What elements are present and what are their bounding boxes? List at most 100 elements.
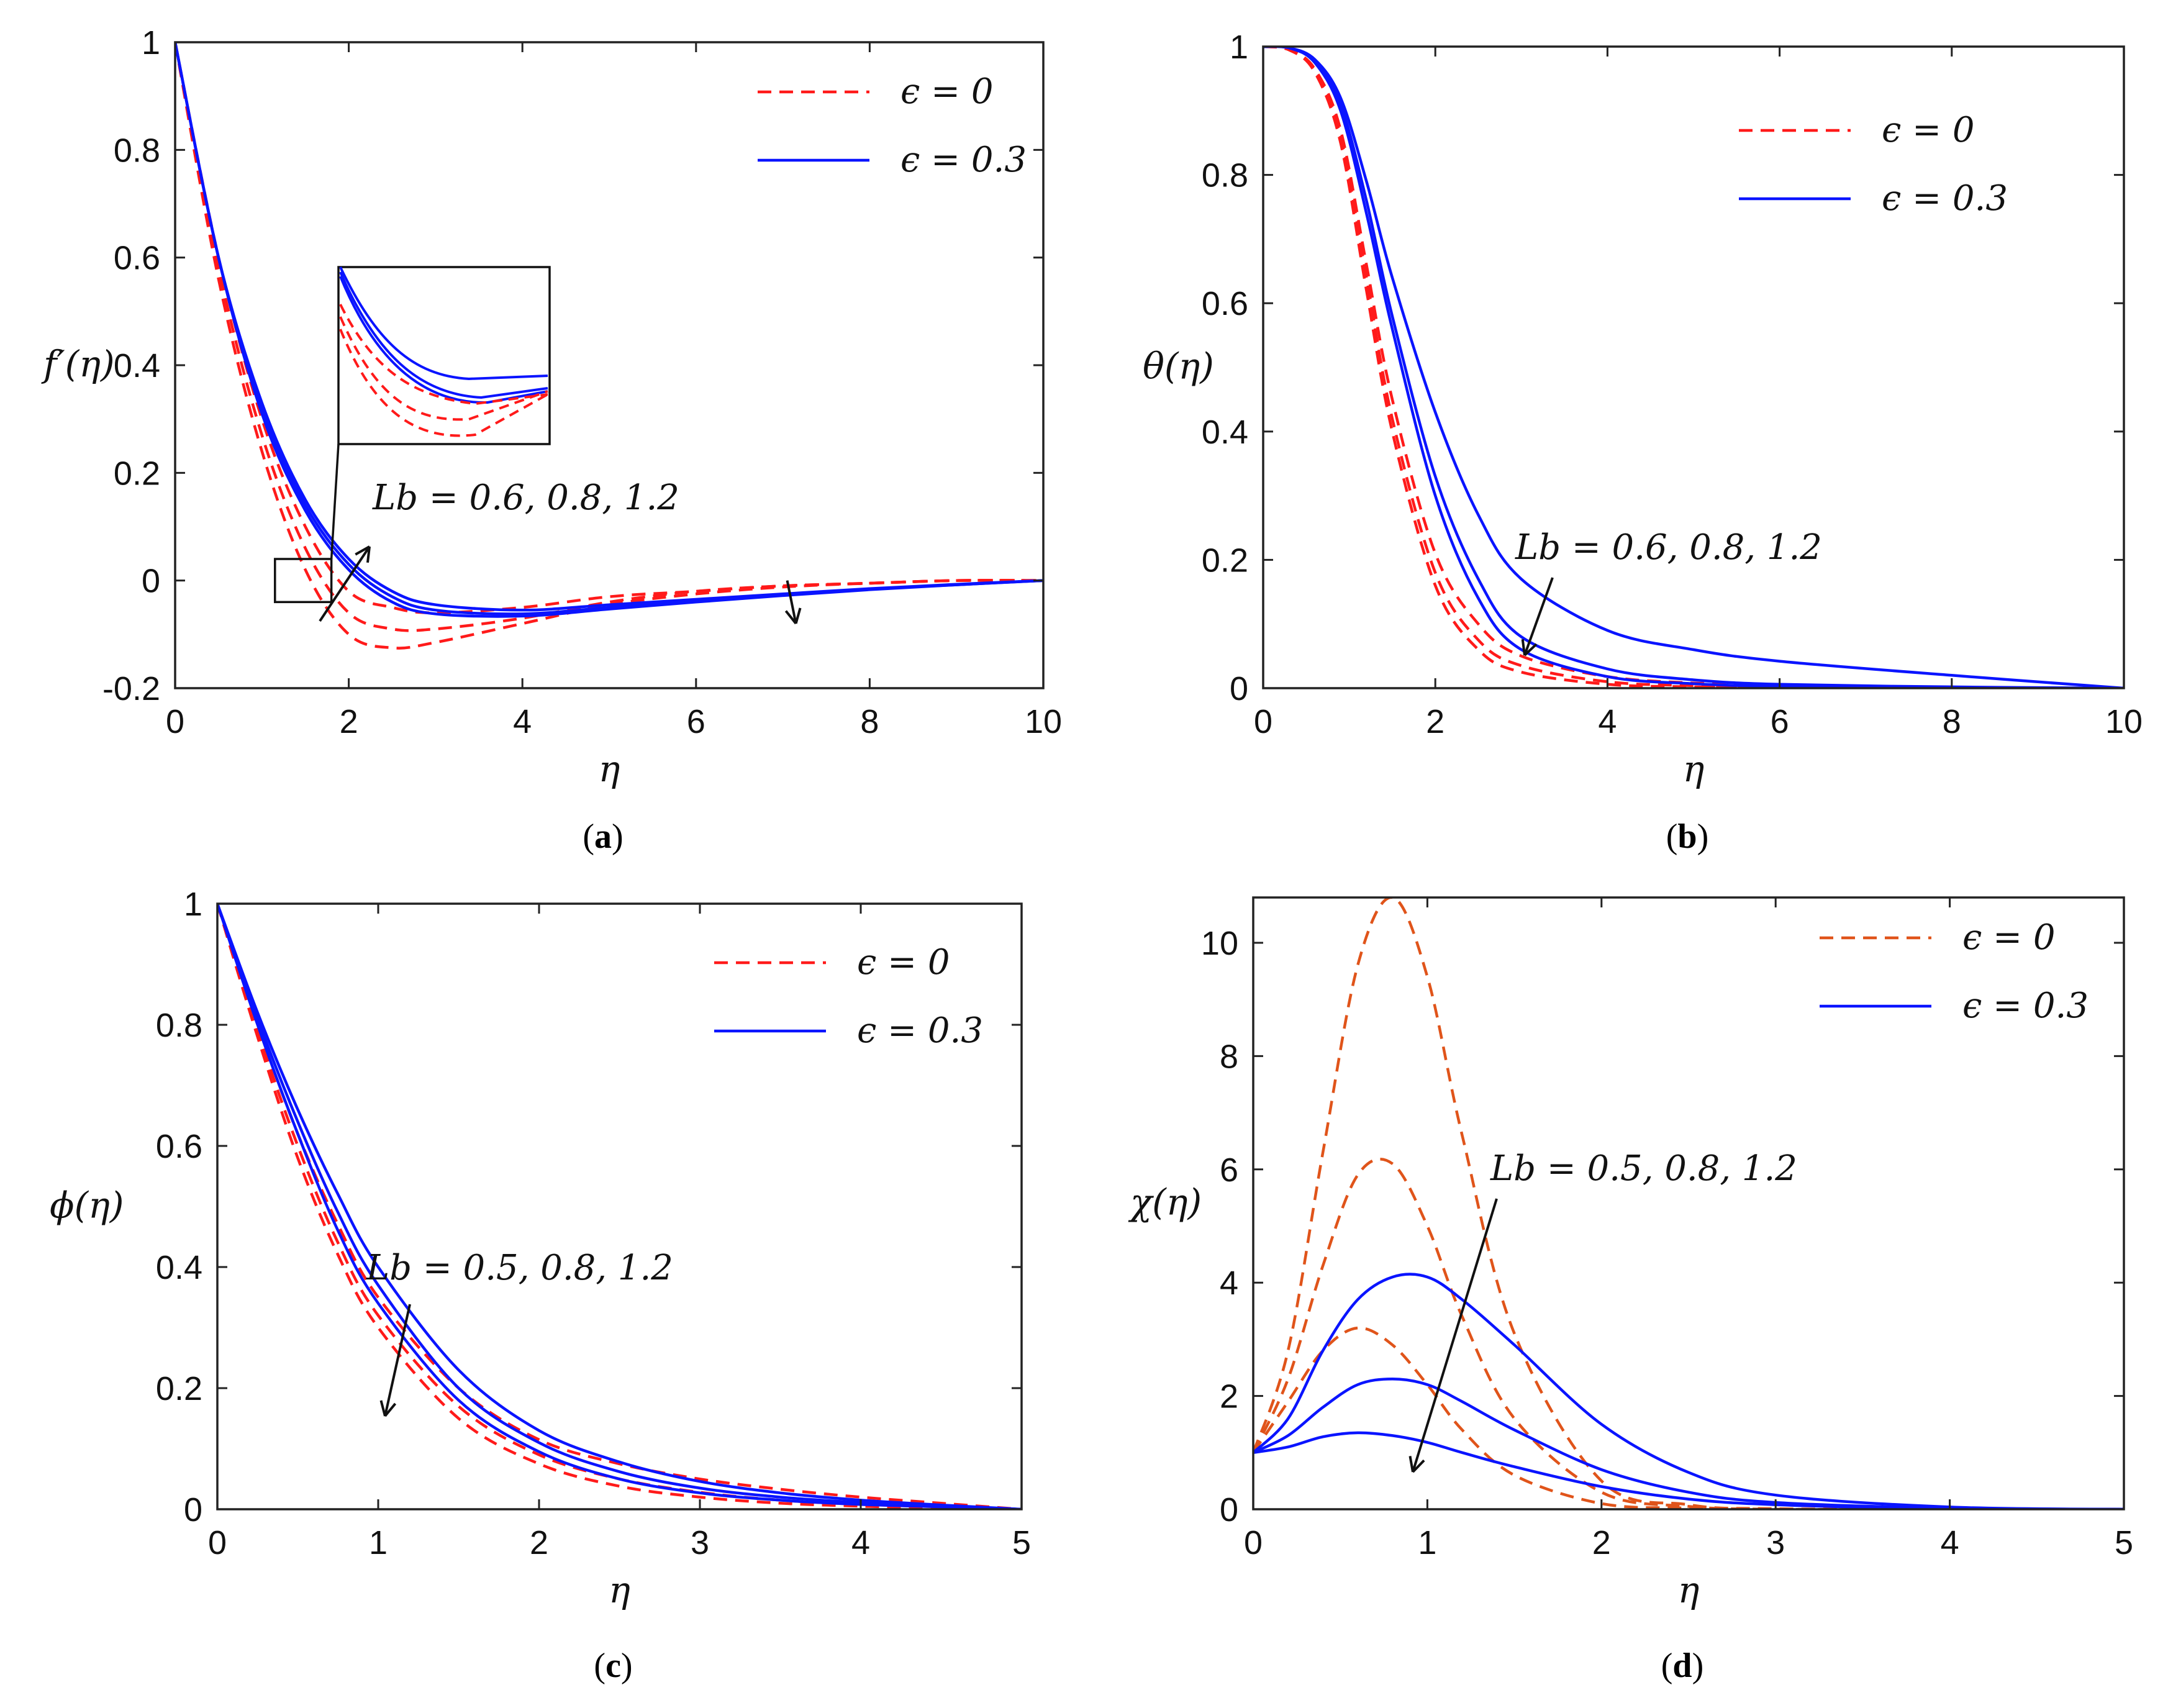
legend-label: ϵ = 0 (900, 71, 994, 112)
y-tick-label: 2 (1220, 1378, 1238, 1415)
zoom-inset-line-6 (339, 329, 548, 437)
x-tick-label: 6 (1771, 703, 1789, 740)
panel-caption-letter: d (1672, 1647, 1692, 1685)
x-tick-label: 1 (369, 1524, 388, 1561)
x-tick-label: 0 (166, 703, 184, 740)
legend-label: ϵ = 0.3 (1882, 178, 2008, 219)
annotation-arrow (384, 1304, 411, 1417)
y-tick-label: 0.4 (114, 347, 160, 384)
x-tick-label: 1 (1418, 1524, 1436, 1561)
x-tick-label: 0 (208, 1524, 227, 1561)
x-tick-label: 3 (691, 1524, 709, 1561)
zoom-inset-line-2 (339, 271, 548, 399)
series-line-c-5 (217, 904, 1022, 1509)
x-axis-label: η (1678, 1569, 1700, 1611)
annotation-arrow-head (1521, 638, 1538, 656)
series-line-c-6 (217, 904, 1022, 1509)
annotation-arrow-head (355, 545, 371, 563)
panel-caption-letter: b (1677, 817, 1697, 856)
annotation-arrow (1523, 577, 1554, 656)
y-axis-label: θ(η) (1143, 345, 1214, 388)
plot-frame-b (1262, 45, 2125, 689)
x-tick-label: 4 (851, 1524, 870, 1561)
x-tick-label: 5 (1012, 1524, 1031, 1561)
y-tick-label: 0.6 (114, 240, 160, 277)
panel-b: 0 2 4 6 8 10 0 0.2 0.4 0.6 0.8 1 η θ(η) ϵ = 0 ϵ = 0.3 Lb… (1143, 29, 2143, 856)
series-line-b-6 (1263, 47, 2124, 688)
zoom-inset-line-5 (339, 316, 548, 421)
y-tick-label: 0 (184, 1491, 202, 1529)
series-line-d-1 (1253, 1326, 2124, 1509)
annotation-lb: Lb = 0.6, 0.8, 1.2 (1515, 527, 1822, 568)
x-tick-label: 2 (530, 1524, 548, 1561)
y-tick-label: 0 (142, 563, 160, 600)
y-tick-label: 0.6 (1202, 285, 1248, 322)
x-axis-label: η (599, 748, 620, 790)
zoom-region-box (274, 558, 333, 604)
small-arrow-head (784, 607, 802, 625)
panel-caption-letter: c (605, 1647, 621, 1685)
panel-caption: (c) (594, 1647, 632, 1685)
x-tick-label: 4 (1598, 703, 1617, 740)
x-tick-label: 0 (1244, 1524, 1263, 1561)
y-tick-label: 0.2 (156, 1370, 202, 1407)
x-tick-label: 5 (2115, 1524, 2133, 1561)
y-tick-label: 0.4 (1202, 414, 1248, 451)
series-line-a-3 (175, 42, 1043, 650)
y-tick-label: 8 (1220, 1038, 1238, 1075)
legend-label: ϵ = 0 (857, 942, 950, 983)
y-tick-label: 1 (184, 886, 202, 923)
annotation-arrow-head (1408, 1456, 1425, 1473)
x-tick-label: 4 (1941, 1524, 1959, 1561)
x-tick-label: 8 (860, 703, 879, 740)
x-axis-label: η (1683, 748, 1705, 790)
legend-label: ϵ = 0 (1882, 110, 1975, 150)
y-tick-label: 0.8 (114, 132, 160, 169)
y-tick-label: 1 (1230, 29, 1248, 66)
y-axis-label: χ(η) (1128, 1181, 1202, 1224)
x-tick-label: 2 (1592, 1524, 1611, 1561)
series-line-c-4 (217, 904, 1022, 1509)
x-tick-label: 2 (340, 703, 358, 740)
series-line-b-4 (1263, 47, 2124, 688)
y-tick-label: 0.8 (156, 1007, 202, 1044)
small-arrow (786, 580, 797, 624)
y-tick-label: 0.2 (114, 455, 160, 492)
x-tick-label: 6 (687, 703, 705, 740)
y-tick-label: 0 (1230, 670, 1248, 707)
x-tick-label: 0 (1254, 703, 1272, 740)
panel-caption-letter: a (594, 817, 612, 856)
x-tick-label: 3 (1766, 1524, 1785, 1561)
annotation-lb: Lb = 0.5, 0.8, 1.2 (366, 1248, 673, 1288)
series-line-d-2 (1253, 1157, 2124, 1509)
y-tick-label: 0.2 (1202, 542, 1248, 579)
annotation-lb: Lb = 0.5, 0.8, 1.2 (1490, 1148, 1797, 1189)
panel-d: 0 1 2 3 4 5 0 2 4 6 8 10 η χ(η) ϵ = 0 ϵ = 0.3 Lb = 0.5, … (1128, 896, 2133, 1685)
y-tick-label: 0 (1220, 1491, 1238, 1529)
x-tick-label: 8 (1943, 703, 1961, 740)
series-line-d-6 (1253, 1273, 2124, 1509)
y-tick-label: 0.8 (1202, 157, 1248, 194)
legend-label: ϵ = 0.3 (1962, 986, 2089, 1026)
series-line-b-1 (1263, 47, 2124, 688)
plot-frame-c (216, 902, 1023, 1510)
series-line-b-5 (1263, 47, 2124, 688)
panel-caption: (d) (1661, 1647, 1703, 1685)
zoom-inset-line-1 (339, 266, 548, 381)
panel-c: 0 1 2 3 4 5 0 0.2 0.4 0.6 0.8 1 η ϕ(η) ϵ = 0 ϵ = 0.3 Lb … (50, 886, 1031, 1685)
y-tick-label: 10 (1201, 925, 1238, 962)
zoom-inset-line-4 (339, 304, 548, 406)
y-axis-label: ϕ(η) (50, 1184, 124, 1227)
plot-frame-d (1252, 896, 2125, 1510)
y-tick-label: 1 (142, 24, 160, 61)
zoom-inset-line-3 (339, 276, 548, 404)
series-line-a-6 (175, 42, 1043, 618)
legend-label: ϵ = 0.3 (857, 1011, 983, 1051)
zoom-inset-frame (337, 266, 551, 445)
annotation-lb: Lb = 0.6, 0.8, 1.2 (372, 478, 679, 518)
y-tick-label: -0.2 (102, 670, 160, 707)
legend-label: ϵ = 0.3 (900, 140, 1027, 180)
series-line-c-1 (217, 904, 1022, 1509)
